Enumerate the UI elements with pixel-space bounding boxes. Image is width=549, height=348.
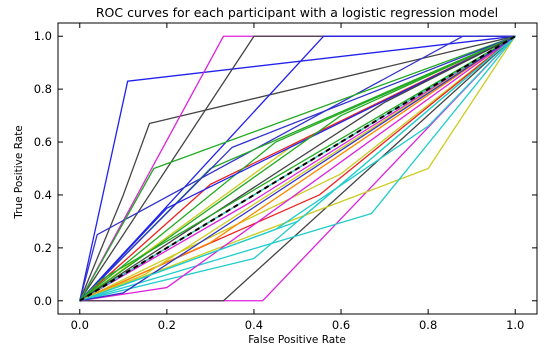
chance-diagonal-line	[79, 35, 516, 302]
roc-curve-23	[79, 35, 516, 302]
roc-curve-22	[79, 35, 516, 302]
roc-curve-28	[79, 35, 516, 302]
roc-curve-5	[79, 35, 516, 302]
x-tick-label: 0.4	[245, 318, 263, 332]
plot-frame	[57, 22, 538, 315]
x-tick-label: 0.6	[332, 318, 350, 332]
x-tick-label: 0.2	[158, 318, 176, 332]
x-tick-label: 0.8	[419, 318, 437, 332]
roc-curve-29	[79, 35, 516, 302]
roc-curve-8	[79, 35, 516, 302]
roc-curve-26	[79, 35, 516, 302]
y-tick-label: 0.2	[34, 241, 52, 255]
roc-curve-30	[79, 35, 516, 302]
x-tick-label: 0.0	[71, 318, 89, 332]
roc-curve-31	[79, 35, 516, 302]
roc-curve-17	[79, 35, 516, 302]
roc-curve-2	[79, 35, 516, 302]
roc-curve-25	[79, 35, 516, 302]
plot-area	[79, 35, 516, 302]
roc-curve-1	[79, 35, 516, 302]
roc-curve-11	[79, 35, 516, 302]
roc-curve-27	[79, 35, 516, 302]
roc-curve-10	[79, 35, 516, 302]
x-axis-label: False Positive Rate	[248, 334, 346, 346]
y-tick-label: 1.0	[34, 29, 52, 43]
roc-curve-9	[79, 35, 516, 302]
roc-curve-19	[79, 35, 516, 302]
y-axis-label: True Positive Rate	[13, 125, 25, 220]
y-tick-label: 0.6	[34, 135, 52, 149]
x-tick-label: 1.0	[506, 318, 524, 332]
roc-curve-33	[79, 35, 516, 302]
roc-curve-20	[79, 35, 516, 302]
y-tick-label: 0.0	[34, 294, 52, 308]
axes: 0.0 0.2 0.4 0.6 0.8 1.0 0.0 0.2 0.4 0.6 0.8 1.0	[34, 22, 538, 332]
roc-curve-32	[79, 35, 516, 302]
roc-curve-6	[79, 35, 516, 302]
roc-curve-18	[79, 35, 516, 302]
chart-title: ROC curves for each participant with a l…	[96, 5, 498, 20]
y-tick-label: 0.8	[34, 82, 52, 96]
y-tick-label: 0.4	[34, 188, 52, 202]
